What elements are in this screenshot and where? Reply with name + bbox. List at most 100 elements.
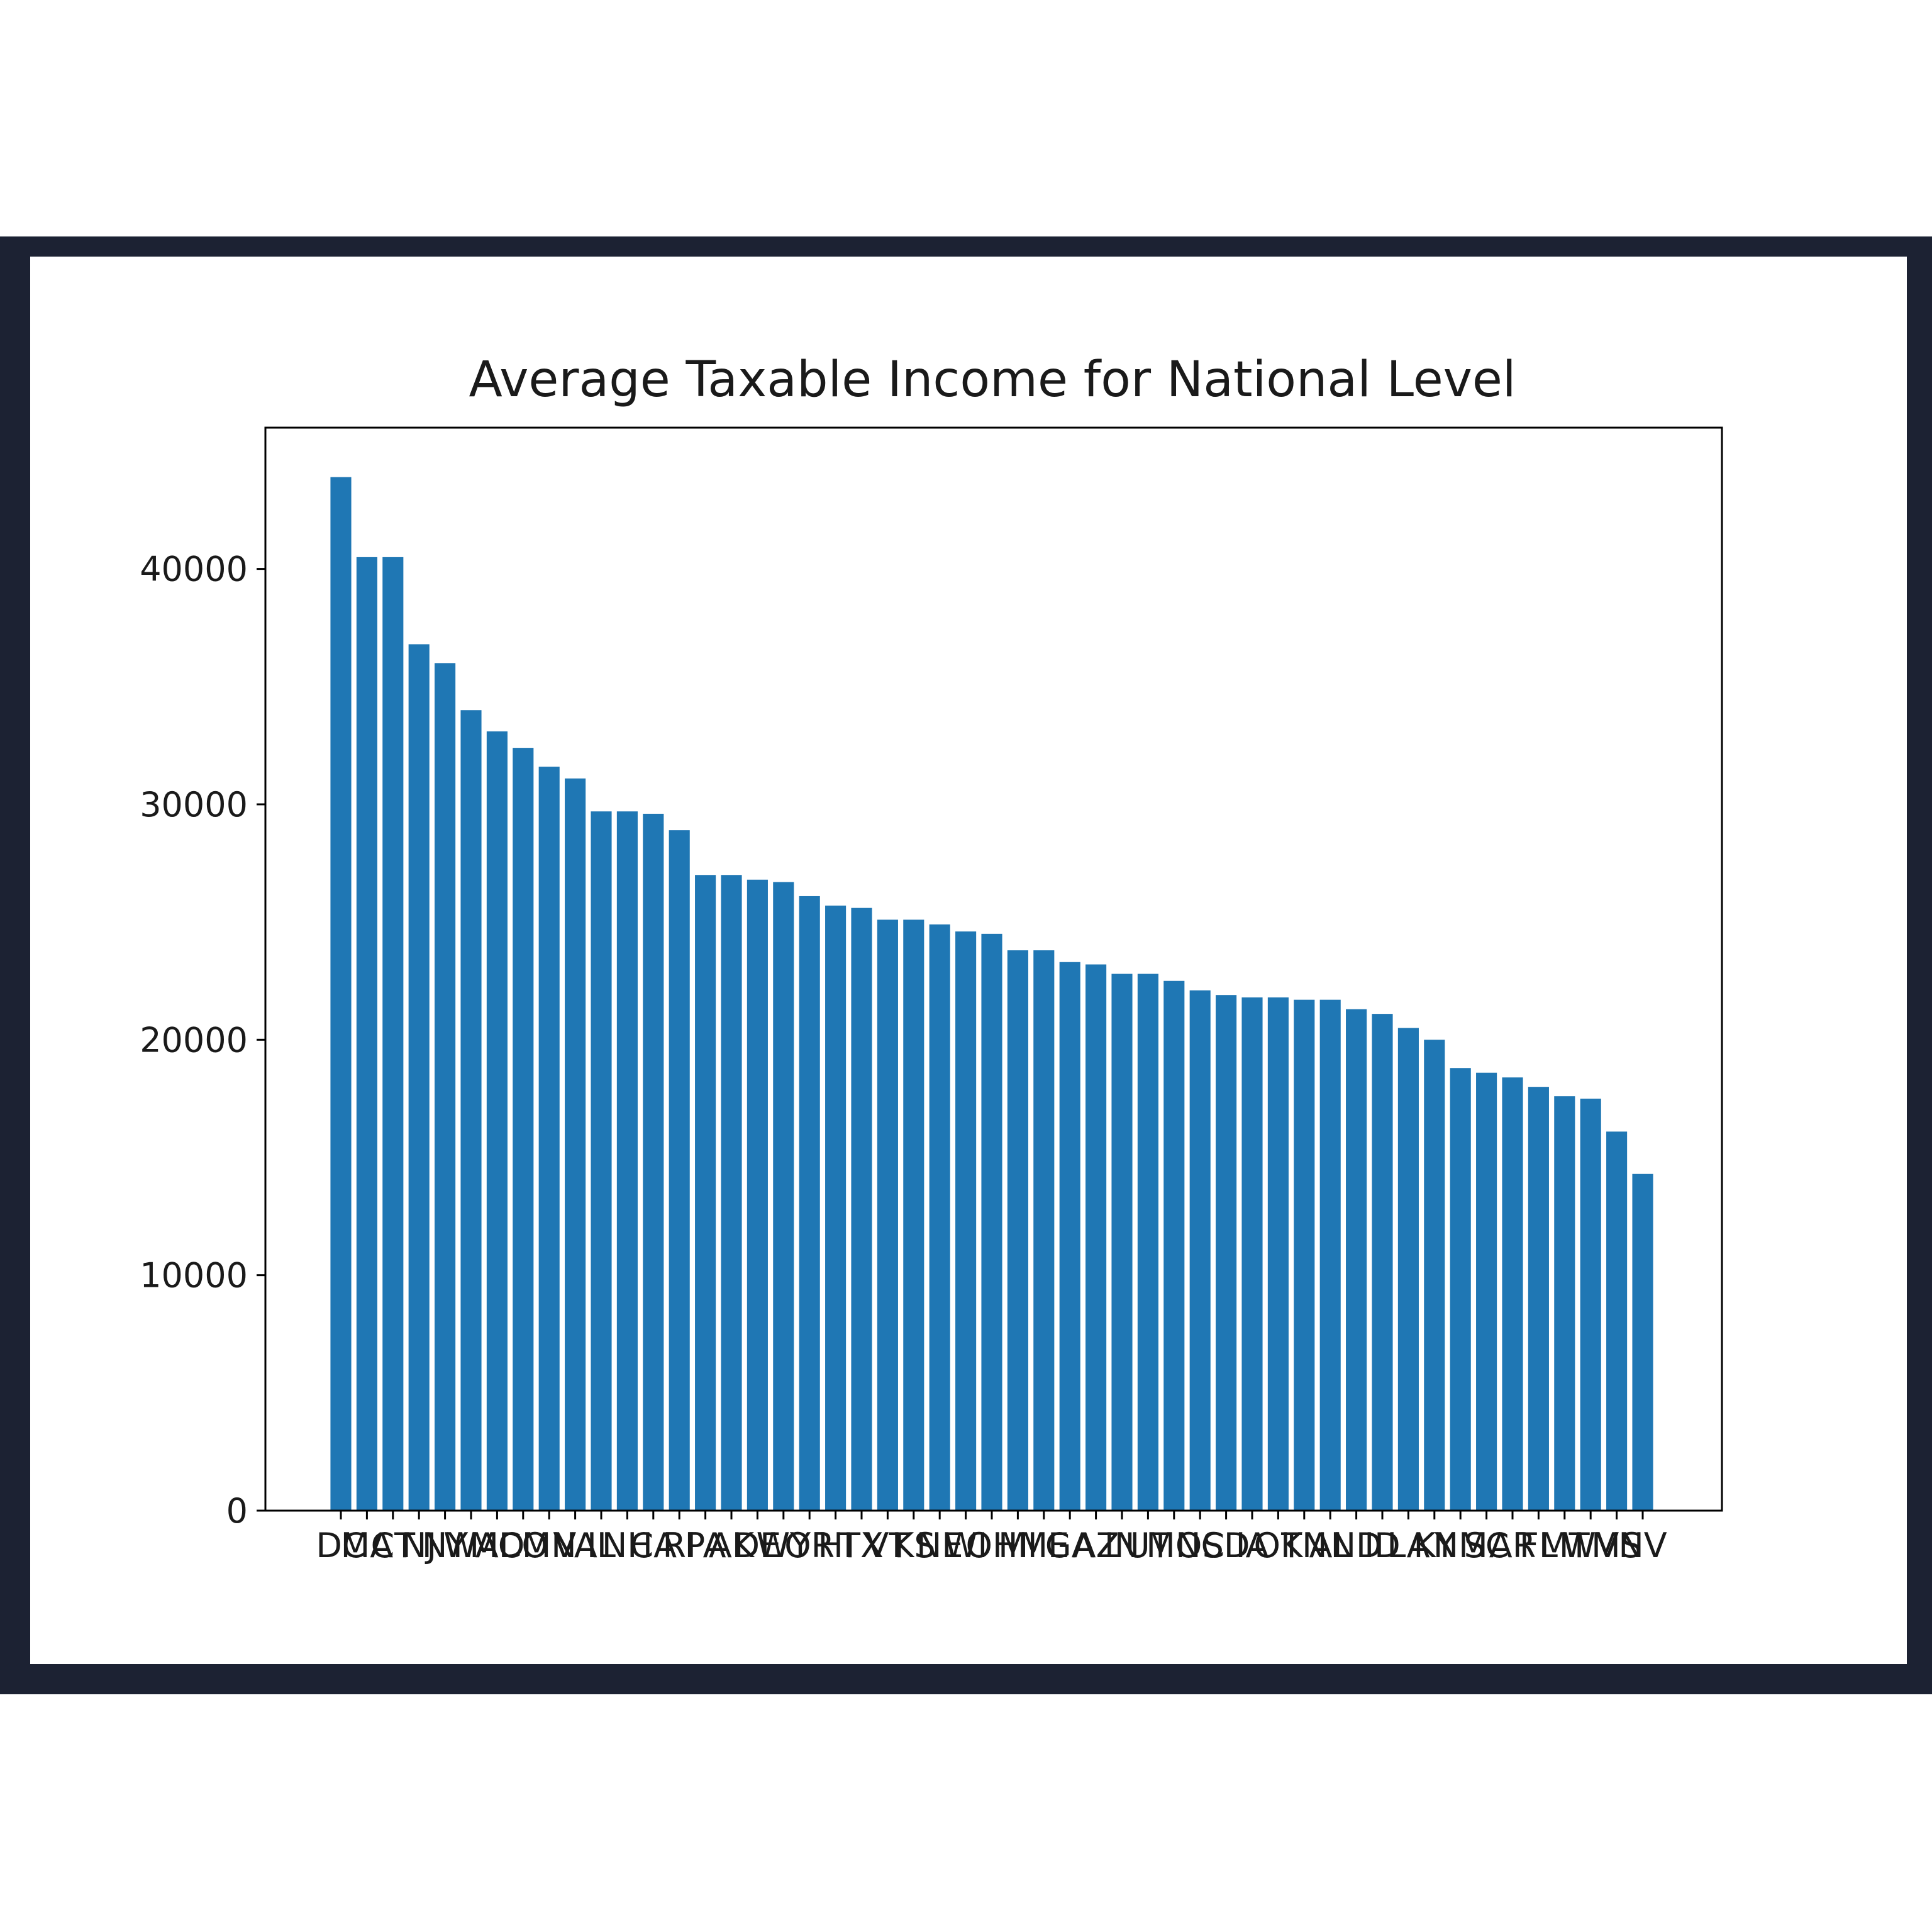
bar-ut: [1137, 974, 1158, 1511]
bar-mo: [1163, 980, 1185, 1511]
bars-group: [330, 477, 1653, 1511]
y-tick-label: 40000: [140, 550, 248, 589]
x-tick-label: AK: [709, 1526, 755, 1565]
bar-oh: [981, 933, 1002, 1511]
x-tick-label: IN: [1104, 1526, 1140, 1565]
y-tick-label: 0: [226, 1491, 248, 1531]
x-tick-label: OR: [784, 1526, 835, 1565]
bar-la: [1397, 1028, 1419, 1511]
bar-az: [1085, 964, 1107, 1511]
x-tick-label: NJ: [401, 1526, 436, 1565]
bar-va: [565, 778, 586, 1511]
bar-in: [1111, 974, 1133, 1511]
bar-mi: [1007, 950, 1028, 1511]
x-tick-label: VT: [865, 1526, 910, 1565]
bar-ri: [669, 830, 690, 1511]
x-tick-label: PA: [685, 1526, 726, 1565]
bar-ma: [356, 557, 377, 1511]
x-tick-label: NC: [1175, 1526, 1224, 1565]
x-tick-label: MN: [522, 1526, 577, 1565]
bar-ak: [721, 875, 742, 1511]
x-tick-label: HI: [818, 1526, 853, 1565]
x-tick-label: NY: [422, 1526, 469, 1565]
bar-nc: [1189, 990, 1211, 1511]
bar-sd: [1216, 995, 1237, 1511]
plot-area-border: [264, 426, 1723, 1512]
x-tick-label: KY: [1414, 1526, 1456, 1565]
bar-tn: [1294, 999, 1315, 1511]
x-tick-label: MO: [1146, 1526, 1202, 1565]
x-tick-label: ID: [1364, 1526, 1401, 1565]
bar-fl: [1528, 1087, 1549, 1511]
x-tick-label: SD: [1202, 1526, 1250, 1565]
y-tick-label: 20000: [140, 1020, 248, 1060]
x-tick-label: WI: [944, 1526, 987, 1565]
x-tick-label: OK: [1253, 1526, 1304, 1565]
x-tick-label: IL: [587, 1526, 616, 1565]
bar-wv: [1580, 1098, 1601, 1511]
bar-co: [513, 748, 534, 1511]
bar-me: [1033, 950, 1055, 1511]
x-tick-label: NV: [1618, 1526, 1667, 1565]
bar-md: [486, 731, 508, 1511]
bar-tx: [851, 908, 872, 1511]
bar-ok: [1267, 997, 1289, 1511]
y-tick-label: 10000: [140, 1256, 248, 1296]
bar-sc: [1476, 1072, 1497, 1511]
x-tick-label: UT: [1125, 1526, 1172, 1565]
x-tick-label: AZ: [1073, 1526, 1119, 1565]
x-tick-label: MD: [469, 1526, 525, 1565]
x-tick-label: SC: [1464, 1526, 1509, 1565]
x-tick-label: NH: [602, 1526, 653, 1565]
bar-nj: [408, 644, 430, 1511]
x-tick-label: OH: [965, 1526, 1018, 1565]
bar-de: [747, 879, 768, 1511]
bar-il: [591, 811, 612, 1511]
bar-mn: [538, 767, 560, 1511]
x-tick-label: NM: [1433, 1526, 1488, 1565]
bar-ms: [1606, 1131, 1628, 1511]
x-tick-label: FL: [1519, 1526, 1558, 1565]
x-ticks-group: DCMACTNJNYWAMDCOMNVAILNHCARIPAAKDEWYORHI…: [316, 1511, 1667, 1565]
x-tick-label: TN: [1280, 1526, 1327, 1565]
x-tick-label: MA: [341, 1526, 394, 1565]
bar-or: [799, 896, 820, 1511]
x-tick-label: ND: [1331, 1526, 1382, 1565]
bar-id: [1372, 1014, 1393, 1511]
x-tick-label: CT: [370, 1526, 416, 1565]
bar-wa: [460, 710, 482, 1511]
bar-hi: [825, 905, 847, 1511]
bar-pa: [695, 875, 716, 1511]
x-tick-label: LA: [1387, 1526, 1430, 1565]
x-tick-label: DC: [316, 1526, 365, 1565]
bar-al: [1319, 999, 1341, 1511]
x-tick-label: DE: [734, 1526, 782, 1565]
x-tick-label: ME: [1018, 1526, 1069, 1565]
y-ticks-group: 0 10000 20000 30000 40000: [140, 550, 265, 1531]
x-tick-label: WA: [443, 1526, 498, 1565]
x-tick-label: KS: [892, 1526, 936, 1565]
x-tick-label: VA: [553, 1526, 597, 1565]
x-tick-label: CO: [498, 1526, 548, 1565]
bar-wy: [773, 882, 794, 1511]
x-tick-label: CA: [630, 1526, 677, 1565]
bar-ia: [1241, 997, 1263, 1511]
bar-ks: [903, 919, 924, 1511]
x-tick-label: GA: [1045, 1526, 1095, 1565]
x-tick-label: MT: [1540, 1526, 1591, 1565]
bar-wi: [955, 931, 977, 1511]
x-tick-label: AR: [1489, 1526, 1536, 1565]
bar-nm: [1450, 1068, 1471, 1511]
x-tick-label: AL: [1309, 1526, 1352, 1565]
bar-ca: [643, 813, 664, 1511]
bar-ky: [1424, 1040, 1445, 1511]
bar-ct: [382, 557, 404, 1511]
bar-ne: [929, 924, 950, 1511]
bar-ar: [1502, 1077, 1523, 1511]
bar-vt: [877, 919, 898, 1511]
chart-title: Average Taxable Income for National Leve…: [469, 352, 1516, 408]
bar-dc: [330, 477, 352, 1511]
x-tick-label: IA: [1236, 1526, 1269, 1565]
